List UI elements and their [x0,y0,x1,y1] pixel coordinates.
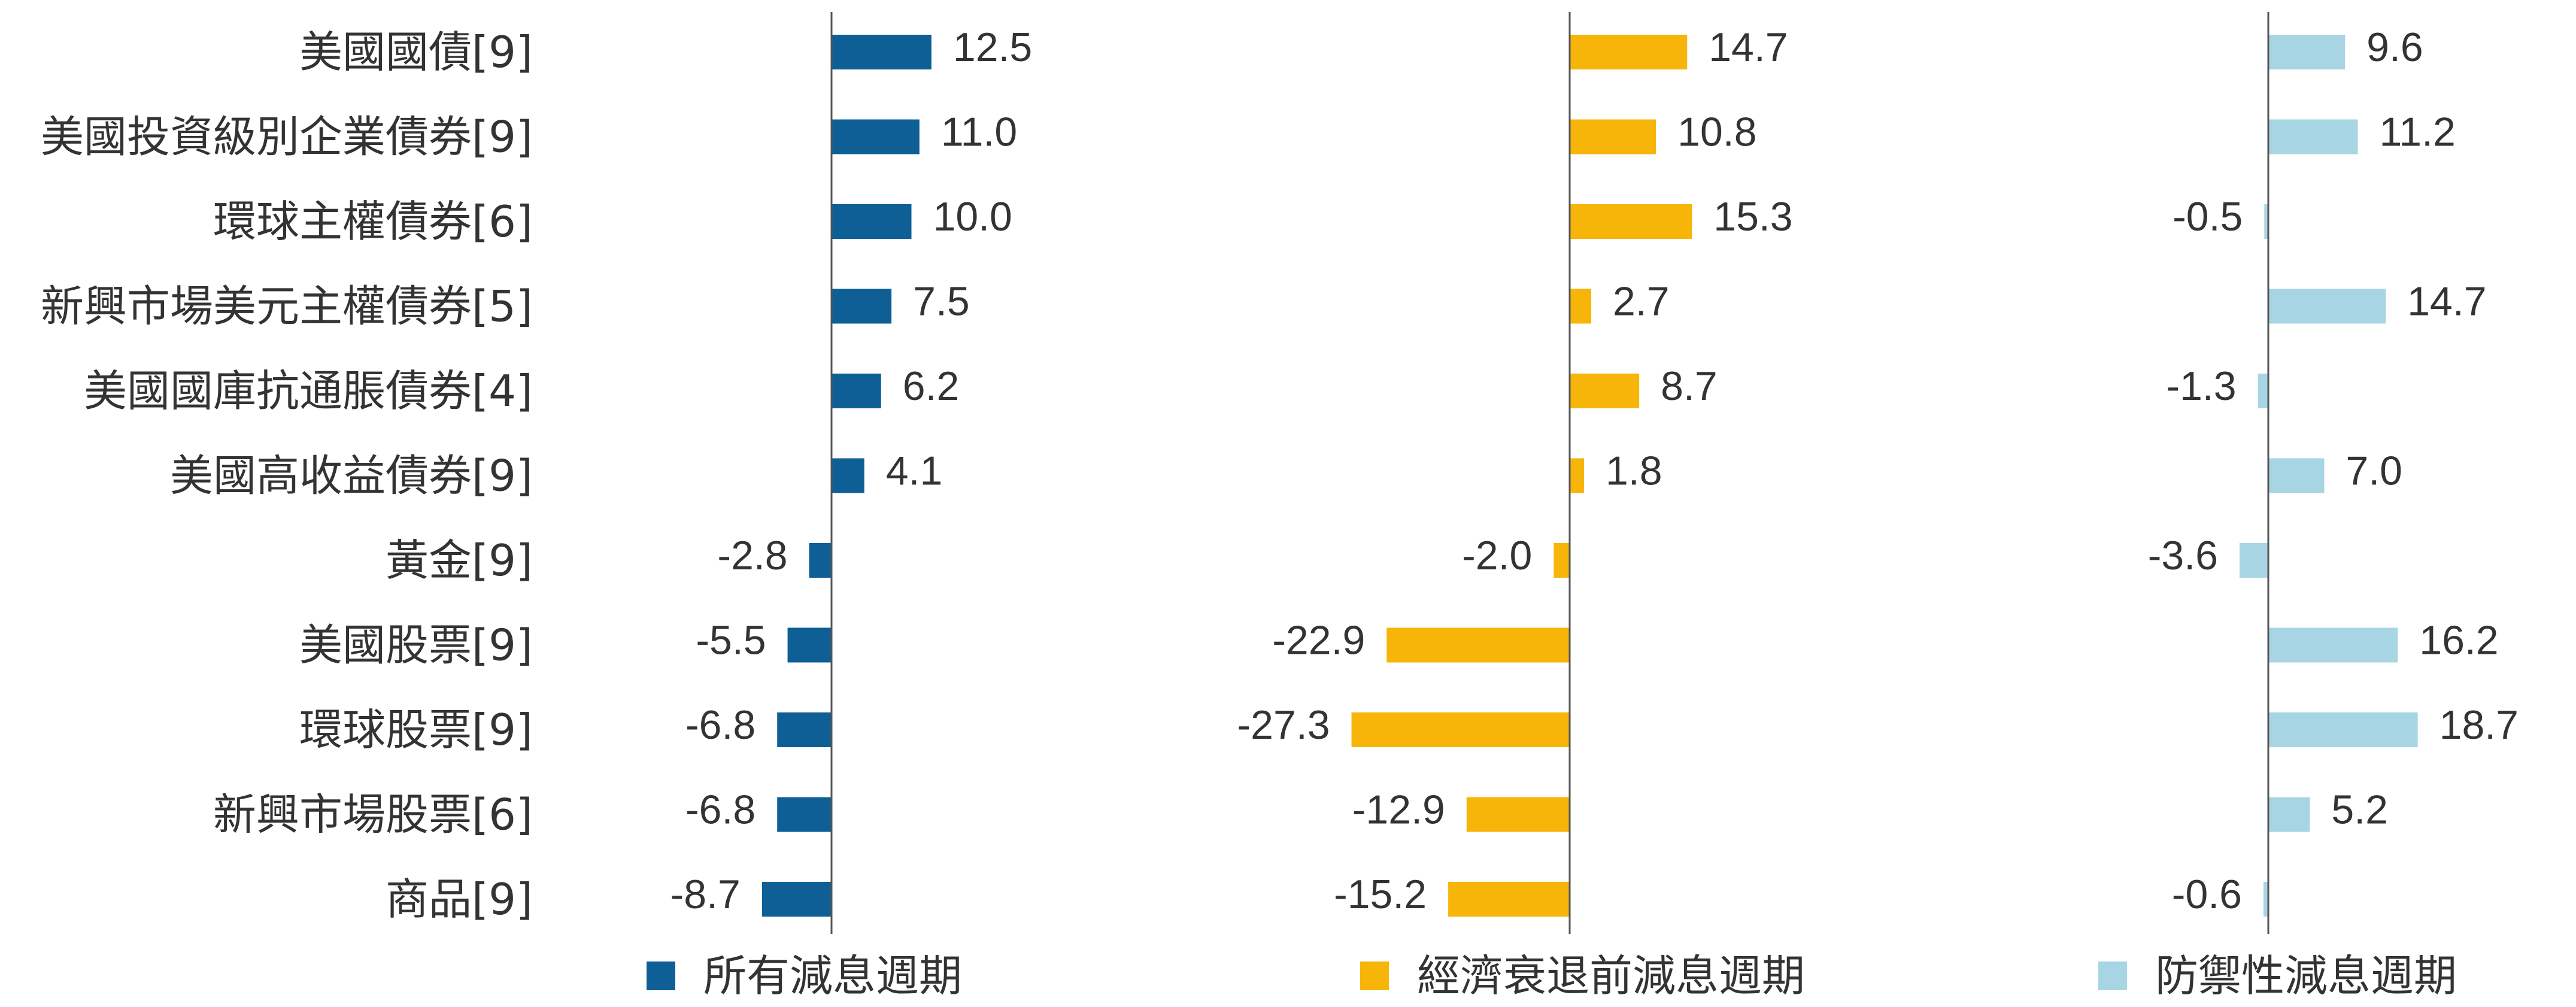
bar [2268,627,2398,663]
bar [832,374,881,408]
bar [1570,35,1688,69]
data-label: 9.6 [2366,25,2423,70]
data-label: -0.5 [2173,194,2243,239]
category-label: 黃金[9] [386,535,533,586]
bar [2239,543,2268,578]
legend-label: 所有減息週期 [703,951,962,1001]
data-label: -6.8 [685,787,755,833]
bar [2268,35,2346,69]
legend-swatch [2098,961,2127,990]
bar [1570,204,1692,239]
bar [777,712,832,747]
data-label: 4.1 [886,448,943,494]
data-label: 7.5 [913,279,970,324]
bar [1570,119,1656,154]
bar [2268,712,2418,747]
bar [1570,458,1585,493]
bar [2268,119,2358,154]
category-label: 美國投資級別企業債券[9] [41,112,533,162]
data-label: -0.6 [2172,872,2242,917]
bar [809,543,832,578]
data-label: -5.5 [696,618,766,663]
legend-label: 經濟衰退前減息週期 [1417,951,1805,1001]
data-label: -8.7 [670,872,741,917]
panel-pre-recession-cut-cycles: 14.7 10.8 15.3 2.7 8.7 1.8 -2.0 -22.9 -27.3 -12.9… [1237,12,1793,934]
bar [1448,882,1570,917]
bar [1351,712,1570,747]
data-label: -15.2 [1334,872,1427,917]
bar [832,289,892,324]
bar [777,797,832,832]
data-label: -2.0 [1462,533,1532,578]
bar [832,204,912,239]
data-label: 16.2 [2419,618,2498,663]
data-label: -22.9 [1272,618,1365,663]
category-label: 新興市場股票[6] [213,790,533,840]
bar [1466,797,1570,832]
data-label: 2.7 [1613,279,1670,324]
data-label: -12.9 [1352,787,1445,833]
data-label: -6.8 [685,702,755,748]
bar [832,458,864,493]
data-label: -2.8 [717,533,787,578]
bar [832,119,920,154]
data-label: 10.8 [1677,110,1756,155]
data-label: 11.2 [2380,110,2456,155]
bar [761,882,832,917]
data-label: 8.7 [1661,363,1718,409]
bar [2268,458,2325,493]
bar [1386,627,1570,663]
bar [832,35,932,69]
data-label: 6.2 [903,363,960,409]
bar [1570,374,1640,408]
category-label: 新興市場美元主權債券[5] [41,281,533,332]
panel-all-cut-cycles: 12.5 11.0 10.0 7.5 6.2 4.1 -2.8 -5.5 -6.8 -6.8 -8.… [670,12,1032,934]
category-labels: 美國國債[9] 美國投資級別企業債券[9] 環球主權債券[6] 新興市場美元主權債券[… [41,27,533,924]
category-label: 環球股票[9] [299,705,533,755]
data-label: 7.0 [2346,448,2402,494]
bar [2268,797,2310,832]
data-label: 11.0 [941,110,1017,155]
legend-swatch [647,961,675,990]
panel-defensive-cut-cycles: 9.6 11.2 -0.5 14.7 -1.3 7.0 -3.6 16.2 18.7 5.2 -0.… [2148,12,2519,934]
data-label: 14.7 [1709,25,1788,70]
category-label: 美國股票[9] [299,620,533,671]
data-label: -3.6 [2148,533,2218,578]
category-label: 美國國庫抗通脹債券[4] [84,366,533,416]
category-label: 美國國債[9] [299,27,533,77]
bar [2263,882,2268,917]
data-label: 14.7 [2407,279,2486,324]
legend-swatch [1360,961,1389,990]
data-label: -27.3 [1237,702,1330,748]
bar [2264,204,2268,239]
bar [1570,289,1592,324]
data-label: 12.5 [953,25,1032,70]
legend: 所有減息週期 經濟衰退前減息週期 防禦性減息週期 [647,951,2457,1001]
category-label: 環球主權債券[6] [213,196,533,247]
data-label: -1.3 [2166,363,2236,409]
bar [1554,543,1570,578]
bar [2268,289,2386,324]
data-label: 15.3 [1713,194,1792,239]
bar [2258,374,2268,408]
legend-label: 防禦性減息週期 [2155,951,2457,1001]
bar [787,627,832,663]
category-label: 美國高收益債券[9] [170,451,533,501]
data-label: 10.0 [933,194,1012,239]
data-label: 18.7 [2440,702,2519,748]
data-label: 1.8 [1606,448,1662,494]
data-label: 5.2 [2331,787,2388,833]
category-label: 商品[9] [386,874,533,924]
